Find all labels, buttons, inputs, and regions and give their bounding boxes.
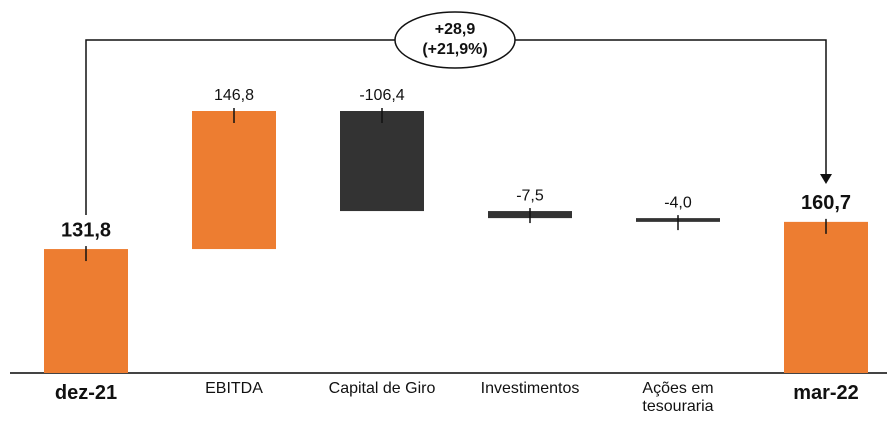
bar — [340, 111, 424, 212]
annotation-change: +28,9 — [435, 21, 476, 38]
arrow-head — [820, 174, 832, 184]
value-label: -4,0 — [664, 194, 692, 211]
bar — [192, 111, 276, 250]
category-label: Capital de Giro — [328, 380, 436, 397]
value-label: 131,8 — [61, 219, 111, 241]
category-label: dez-21 — [54, 382, 118, 404]
category-label: mar-22 — [793, 382, 859, 404]
category-label: EBITDA — [205, 380, 263, 397]
value-label: 146,8 — [214, 87, 254, 104]
bar — [44, 249, 128, 373]
value-label: -106,4 — [359, 87, 404, 104]
category-label: Ações em tesouraria — [642, 380, 714, 415]
bar — [784, 221, 868, 373]
category-label: Investimentos — [480, 380, 580, 397]
value-label: -7,5 — [516, 187, 544, 204]
annotation-percent: (+21,9%) — [422, 41, 487, 58]
value-label: 160,7 — [801, 192, 851, 214]
annotation-bubble — [394, 11, 516, 69]
